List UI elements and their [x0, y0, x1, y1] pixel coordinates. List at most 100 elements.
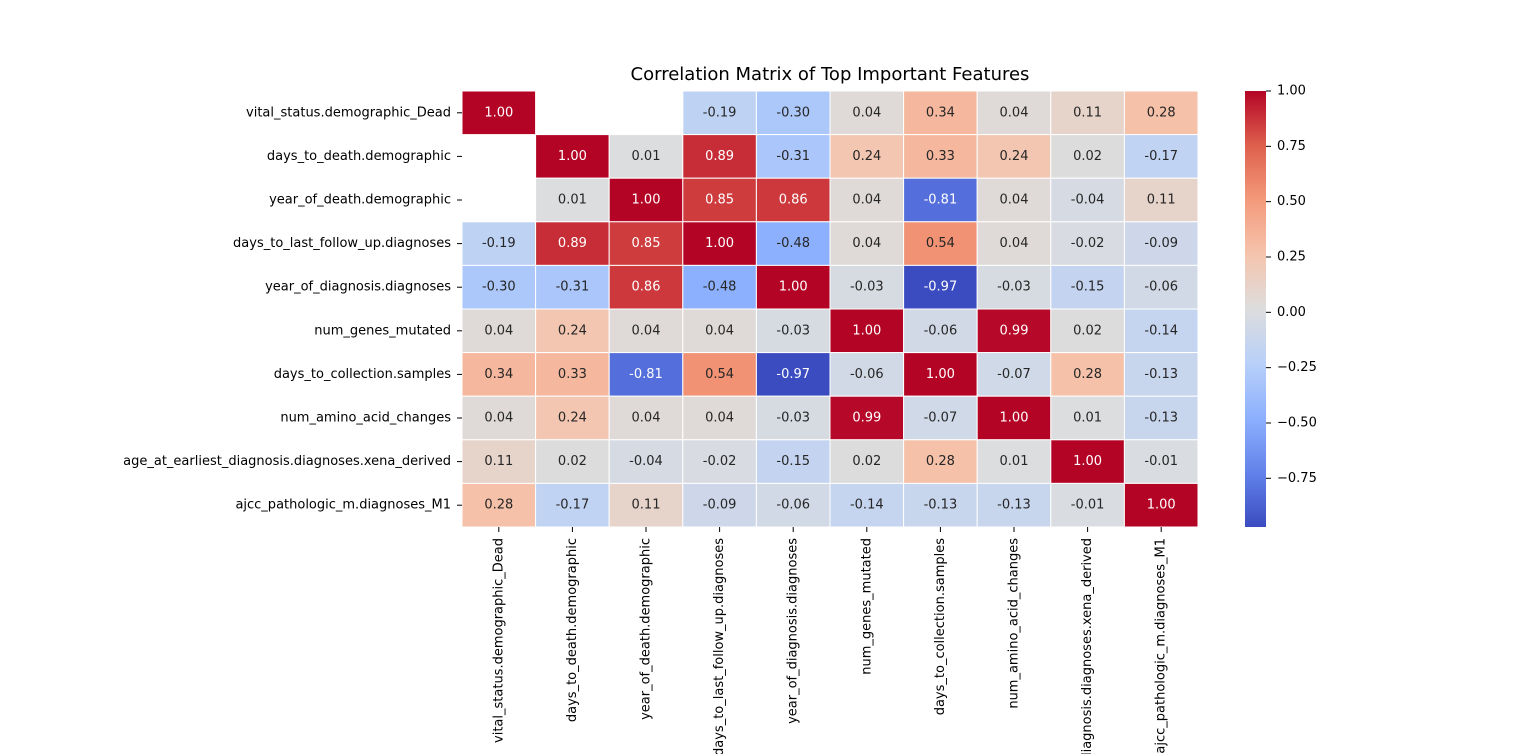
cell-label: -0.04 [1071, 193, 1105, 208]
y-tick-label: num_genes_mutated [314, 323, 451, 338]
cell-label: -0.48 [703, 280, 737, 295]
cell-label: 0.28 [1073, 367, 1102, 382]
cell-label: 0.01 [1073, 411, 1102, 426]
heatmap-cell [461, 90, 537, 136]
cell-label: 0.28 [926, 454, 955, 469]
cell-label: 0.99 [852, 411, 881, 426]
heatmap-cell [535, 308, 610, 354]
cell-label: 1.00 [558, 149, 587, 164]
x-tick-label: num_genes_mutated [859, 538, 874, 675]
heatmap-cell [608, 352, 684, 397]
heatmap-cell [608, 264, 684, 310]
cell-label: 0.04 [705, 411, 734, 426]
cell-label: -0.97 [924, 280, 958, 295]
cell-label: -0.07 [924, 411, 958, 426]
heatmap-cell [535, 439, 610, 484]
x-tick-label: days_to_collection.samples [933, 538, 948, 716]
cell-label: -0.03 [776, 323, 810, 338]
x-tick-label: vital_status.demographic_Dead [491, 538, 506, 743]
cell-label: 1.00 [1000, 411, 1029, 426]
heatmap-cell [608, 134, 684, 179]
cell-label: 0.04 [1000, 236, 1029, 251]
cell-label: 0.24 [852, 149, 881, 164]
cell-label: 1.00 [1147, 498, 1176, 513]
cell-label: -0.01 [1071, 498, 1105, 513]
colorbar-tick-label: 0.50 [1277, 194, 1306, 209]
cell-label: -0.13 [924, 498, 958, 513]
cell-label: 0.99 [1000, 323, 1029, 338]
colorbar-tick-label: 0.00 [1277, 305, 1306, 320]
cell-label: 0.34 [926, 105, 955, 120]
cell-label: -0.03 [776, 411, 810, 426]
heatmap-cell [755, 308, 831, 354]
cell-label: -0.19 [482, 236, 516, 251]
cell-label: 1.00 [1073, 454, 1102, 469]
cell-label: -0.06 [924, 323, 958, 338]
heatmap-cell [608, 177, 684, 223]
cell-label: 1.00 [852, 323, 881, 338]
y-tick-label: year_of_diagnosis.diagnoses [265, 280, 451, 295]
heatmap-cell [976, 395, 1052, 441]
heatmap-cell [608, 308, 684, 354]
cell-label: 0.04 [852, 105, 881, 120]
colorbar-tick-label: 0.75 [1277, 139, 1306, 154]
cell-label: -0.14 [850, 498, 884, 513]
cell-label: -0.03 [997, 280, 1031, 295]
y-tick-label: days_to_death.demographic [267, 149, 451, 164]
heatmap-cell [1123, 308, 1199, 354]
heatmap-cell [682, 395, 757, 441]
cell-label: -0.17 [1144, 149, 1178, 164]
heatmap-cell [829, 439, 905, 484]
cell-label: -0.03 [850, 280, 884, 295]
cell-label: 0.24 [558, 323, 587, 338]
cell-label: 0.04 [632, 323, 661, 338]
heatmap-cell [1050, 439, 1125, 484]
y-tick-label: num_amino_acid_changes [280, 411, 451, 426]
cell-label: 1.00 [705, 236, 734, 251]
cell-label: 0.11 [632, 498, 661, 513]
cell-label: 0.33 [558, 367, 587, 382]
heatmap-cell [755, 439, 831, 484]
colorbar-tick-label: −0.50 [1277, 415, 1317, 430]
cell-label: 0.89 [558, 236, 587, 251]
cell-label: -0.19 [703, 105, 737, 120]
cell-label: 0.04 [484, 323, 513, 338]
cell-label: 1.00 [484, 105, 513, 120]
cell-label: -0.15 [1071, 280, 1105, 295]
cell-label: 0.01 [1000, 454, 1029, 469]
cell-label: 0.85 [705, 193, 734, 208]
colorbar [1245, 91, 1266, 527]
heatmap-cell [535, 482, 610, 528]
cell-label: -0.48 [776, 236, 810, 251]
cell-label: 0.33 [926, 149, 955, 164]
cell-label: 0.54 [705, 367, 734, 382]
y-tick-label: year_of_death.demographic [269, 193, 451, 208]
cell-label: -0.30 [776, 105, 810, 120]
heatmap-cell [976, 352, 1052, 397]
cell-label: 0.89 [705, 149, 734, 164]
x-tick-label: year_of_diagnosis.diagnoses [786, 538, 801, 724]
heatmap-cell [608, 482, 684, 528]
heatmap-cell [1050, 177, 1125, 223]
cell-label: -0.81 [629, 367, 663, 382]
heatmap-cell [461, 395, 537, 441]
cell-label: 1.00 [632, 193, 661, 208]
cell-label: 1.00 [926, 367, 955, 382]
heatmap-cell [755, 177, 831, 223]
heatmap-cell [1050, 134, 1125, 179]
y-tick-label: vital_status.demographic_Dead [246, 105, 451, 120]
heatmap-cell [976, 482, 1052, 528]
heatmap-cell [903, 177, 978, 223]
cell-label: -0.04 [629, 454, 663, 469]
cell-label: 0.02 [1073, 149, 1102, 164]
heatmap-cell [1050, 395, 1125, 441]
heatmap-cell [535, 177, 610, 223]
cell-label: 0.01 [632, 149, 661, 164]
x-tick-label: days_to_death.demographic [565, 538, 580, 722]
heatmap-cell [535, 395, 610, 441]
heatmap-cell [829, 395, 905, 441]
heatmap-cell [608, 221, 684, 266]
colorbar-tick-label: 0.25 [1277, 249, 1306, 264]
cell-label: 0.11 [1147, 193, 1176, 208]
